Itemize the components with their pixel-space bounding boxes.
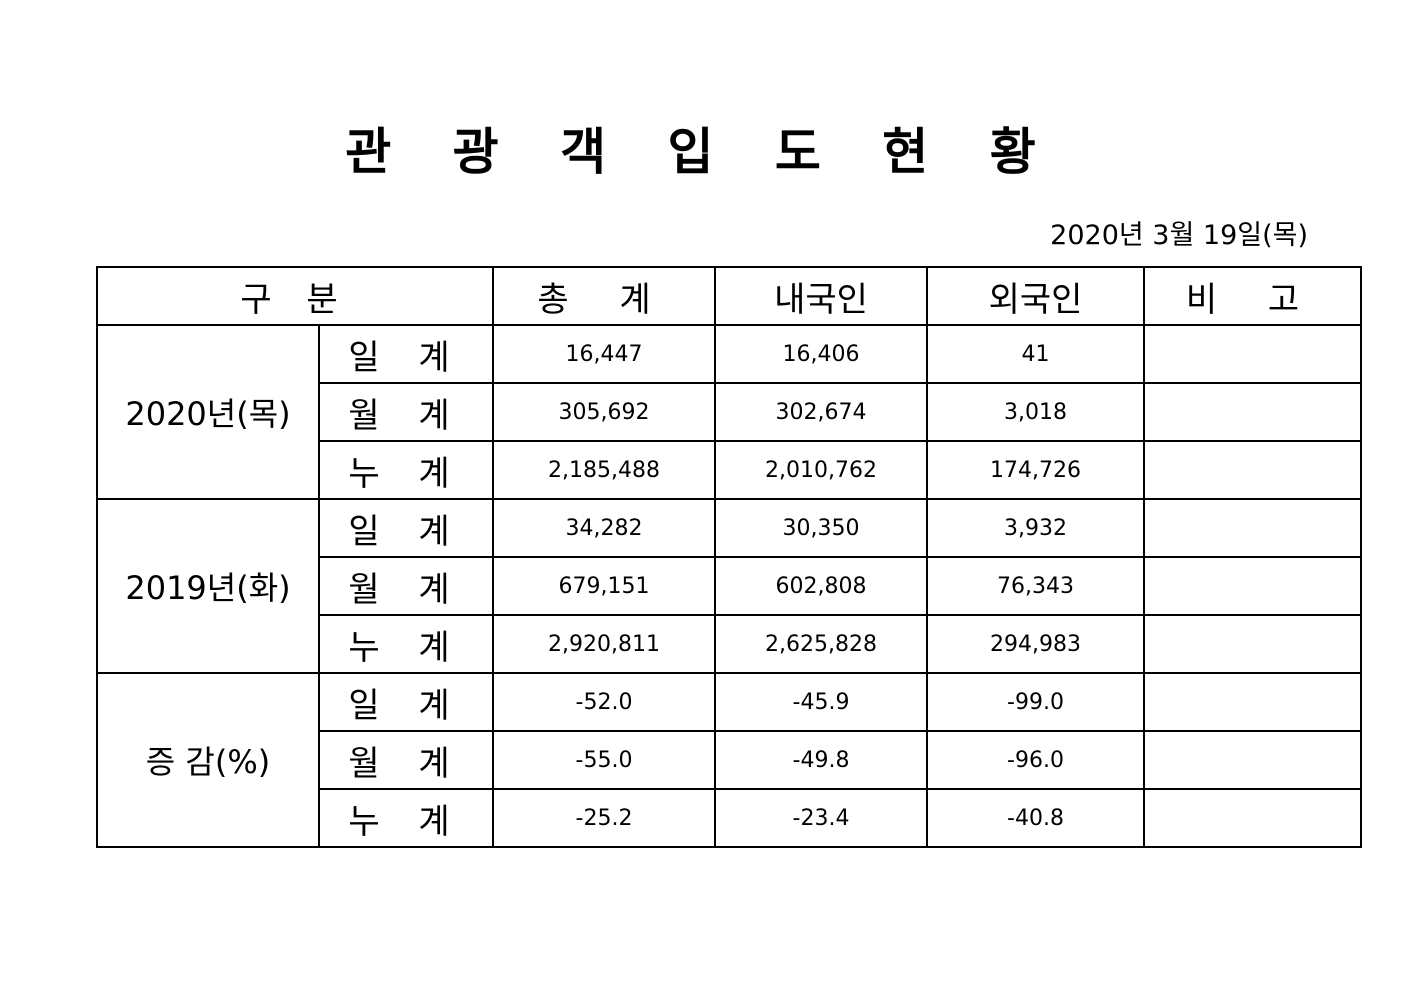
table-row: 누 계 -25.2 -23.4 -40.8: [97, 788, 1362, 848]
foreign-cell: 3,932: [926, 498, 1145, 558]
total-cell: 16,447: [492, 324, 716, 384]
remarks-cell: [1143, 440, 1362, 500]
remarks-cell: [1143, 556, 1362, 616]
sub-label: 일 계: [318, 324, 494, 384]
table-row: 누 계 2,185,488 2,010,762 174,726: [97, 440, 1362, 500]
sub-label: 월 계: [318, 730, 494, 790]
domestic-cell: -49.8: [714, 730, 928, 790]
remarks-cell: [1143, 498, 1362, 558]
sub-label: 누 계: [318, 440, 494, 500]
foreign-cell: -40.8: [926, 788, 1145, 848]
total-cell: 2,185,488: [492, 440, 716, 500]
domestic-cell: 302,674: [714, 382, 928, 442]
foreign-cell: -96.0: [926, 730, 1145, 790]
total-cell: -55.0: [492, 730, 716, 790]
group-label: 2020년(목): [96, 324, 320, 500]
domestic-cell: 16,406: [714, 324, 928, 384]
remarks-cell: [1143, 382, 1362, 442]
sub-label: 월 계: [318, 382, 494, 442]
table-row: 2019년(화) 일 계 34,282 30,350 3,932: [96, 498, 1362, 674]
domestic-cell: 602,808: [714, 556, 928, 616]
table-row: 누 계 2,920,811 2,625,828 294,983: [97, 614, 1362, 674]
table-row: 월 계 679,151 602,808 76,343: [97, 556, 1362, 616]
header-category: 구 분: [96, 266, 494, 326]
foreign-cell: 174,726: [926, 440, 1145, 500]
total-cell: 34,282: [492, 498, 716, 558]
header-domestic: 내국인: [714, 266, 928, 326]
domestic-cell: -45.9: [714, 672, 928, 732]
foreign-cell: 294,983: [926, 614, 1145, 674]
remarks-cell: [1143, 614, 1362, 674]
header-foreign: 외국인: [926, 266, 1145, 326]
foreign-cell: 3,018: [926, 382, 1145, 442]
remarks-cell: [1143, 324, 1362, 384]
sub-label: 일 계: [318, 498, 494, 558]
sub-label: 누 계: [318, 788, 494, 848]
table-row: 2020년(목) 일 계 16,447 16,406 41: [96, 324, 1362, 500]
domestic-cell: 30,350: [714, 498, 928, 558]
domestic-cell: 2,625,828: [714, 614, 928, 674]
report-date: 2020년 3월 19일(목): [1050, 220, 1308, 251]
page-title: 관 광 객 입 도 현 황: [345, 123, 1058, 181]
header-total: 총 계: [492, 266, 716, 326]
group-label: 증 감(%): [96, 672, 320, 848]
group-label: 2019년(화): [96, 498, 320, 674]
total-cell: 305,692: [492, 382, 716, 442]
table-row: 월 계 -55.0 -49.8 -96.0: [97, 730, 1362, 790]
sub-label: 일 계: [318, 672, 494, 732]
domestic-cell: 2,010,762: [714, 440, 928, 500]
table-row: 증 감(%) 일 계 -52.0 -45.9 -99.0: [96, 672, 1362, 848]
total-cell: 2,920,811: [492, 614, 716, 674]
remarks-cell: [1143, 788, 1362, 848]
foreign-cell: 76,343: [926, 556, 1145, 616]
domestic-cell: -23.4: [714, 788, 928, 848]
foreign-cell: -99.0: [926, 672, 1145, 732]
header-row: 구 분 총 계 내국인 외국인 비 고: [96, 266, 1362, 326]
foreign-cell: 41: [926, 324, 1145, 384]
sub-label: 누 계: [318, 614, 494, 674]
total-cell: -25.2: [492, 788, 716, 848]
remarks-cell: [1143, 672, 1362, 732]
table-row: 월 계 305,692 302,674 3,018: [97, 382, 1362, 442]
header-remarks: 비 고: [1143, 266, 1362, 326]
remarks-cell: [1143, 730, 1362, 790]
total-cell: 679,151: [492, 556, 716, 616]
tourist-arrivals-table: 구 분 총 계 내국인 외국인 비 고 2020년(목) 일 계 16,447 16,…: [96, 266, 1362, 848]
total-cell: -52.0: [492, 672, 716, 732]
sub-label: 월 계: [318, 556, 494, 616]
